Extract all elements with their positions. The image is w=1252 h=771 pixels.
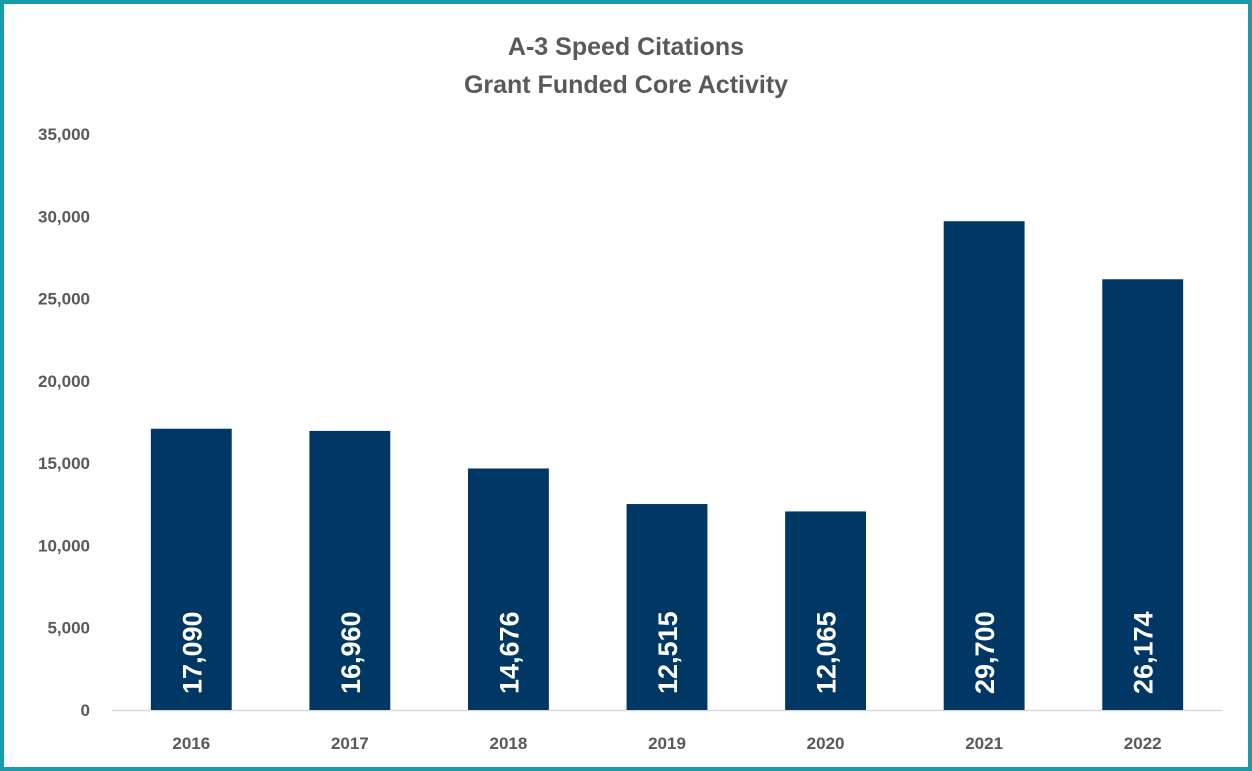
y-tick-label: 30,000: [38, 207, 90, 226]
bar: [309, 430, 391, 710]
bar-value-label: 26,174: [1129, 611, 1159, 694]
bar: [467, 468, 549, 710]
x-tick-label: 2017: [331, 734, 369, 753]
bar: [1102, 279, 1184, 710]
y-tick-label: 0: [81, 701, 90, 720]
bar-value-label: 12,065: [812, 611, 842, 694]
x-tick-label: 2018: [490, 734, 528, 753]
bar-value-label: 17,090: [177, 611, 207, 694]
y-tick-label: 10,000: [38, 536, 90, 555]
x-tick-label: 2021: [965, 734, 1003, 753]
y-axis-ticks: 0 5,000 10,000 15,000 20,000 25,000 30,000 35,0…: [38, 125, 90, 720]
y-tick-label: 35,000: [38, 125, 90, 144]
bar-value-label: 12,515: [653, 611, 683, 694]
bar: [943, 221, 1025, 711]
bar-value-label: 16,960: [336, 611, 366, 694]
x-tick-label: 2022: [1124, 734, 1162, 753]
bar: [150, 428, 232, 710]
x-tick-label: 2016: [172, 734, 210, 753]
x-axis-ticks: 2016 2017 2018 2019 2020 2021 2022: [172, 734, 1161, 753]
bar: [626, 504, 708, 710]
bar-value-label: 29,700: [970, 611, 1000, 694]
x-tick-label: 2020: [807, 734, 845, 753]
bars: [150, 221, 1184, 711]
chart-subtitle: Grant Funded Core Activity: [463, 71, 789, 99]
bar: [785, 511, 867, 710]
data-labels: 17,090 16,960 14,676 12,515 12,065 29,700 26,1…: [177, 611, 1158, 694]
y-tick-label: 5,000: [47, 619, 90, 638]
y-tick-label: 15,000: [38, 454, 90, 473]
y-tick-label: 20,000: [38, 372, 90, 391]
y-tick-label: 25,000: [38, 290, 90, 309]
x-tick-label: 2019: [648, 734, 686, 753]
bar-value-label: 14,676: [494, 611, 524, 694]
chart-title-block: A-3 Speed Citations Grant Funded Core Ac…: [0, 28, 1252, 104]
chart-title: A-3 Speed Citations: [507, 33, 745, 61]
